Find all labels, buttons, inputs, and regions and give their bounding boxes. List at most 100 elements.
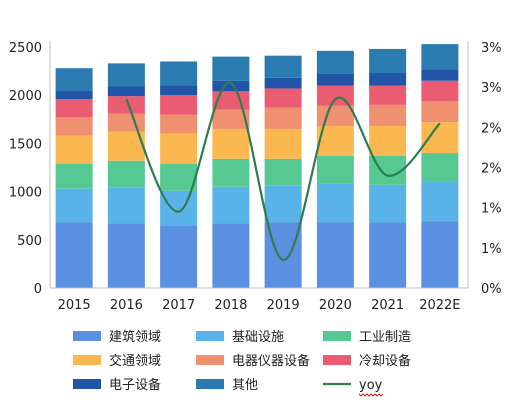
bar-segment — [421, 153, 459, 182]
legend-label: 电子设备 — [109, 377, 161, 393]
y-right-tick-label: 2% — [481, 162, 502, 177]
bar-segment — [55, 117, 93, 136]
bar-segment — [212, 158, 250, 187]
yoy-line-layer — [125, 82, 441, 261]
y-left-tick-label: 2500 — [9, 41, 42, 56]
bar-segment — [264, 55, 302, 78]
bar-segment — [212, 56, 250, 81]
legend-item: 建筑领域 — [73, 329, 161, 345]
bar-segment — [160, 133, 198, 164]
legend-swatch — [196, 355, 224, 365]
bar-segment — [212, 91, 250, 110]
bar-segment — [264, 158, 302, 186]
legend-swatch — [323, 355, 351, 365]
x-tick-label: 2016 — [110, 298, 143, 313]
bar-segment — [160, 61, 198, 86]
bar-segment — [369, 104, 407, 127]
y-right-tick-label: 0% — [481, 282, 502, 297]
bar-segment — [212, 223, 250, 288]
y-axis-right: 0% 1% 1% 2% 2% 3% 3% — [467, 41, 502, 297]
x-tick-label: 2022E — [419, 298, 460, 313]
legend-swatch — [73, 331, 101, 341]
legend-swatch — [196, 331, 224, 341]
bar-segment — [107, 223, 145, 288]
x-tick-label: 2021 — [371, 298, 404, 313]
bar-segment — [369, 184, 407, 223]
legend-label: 工业制造 — [359, 330, 411, 345]
bar-segment — [55, 188, 93, 223]
legend-swatch — [323, 331, 351, 341]
y-left-tick-label: 500 — [17, 234, 42, 249]
y-right-tick-label: 3% — [481, 81, 502, 96]
bar-segment — [160, 190, 198, 226]
bar-segment — [421, 80, 459, 101]
yoy-line — [125, 82, 441, 261]
legend-label: 建筑领域 — [109, 329, 161, 345]
legend-label: 其他 — [232, 378, 258, 393]
legend-item: 交通领域 — [73, 353, 161, 369]
bar-segment — [55, 68, 93, 91]
x-tick-label: 2018 — [214, 298, 247, 313]
bar-segment — [160, 85, 198, 96]
bar-segment — [369, 85, 407, 105]
x-axis: 2015 2016 2017 2018 2019 2020 2021 2022E — [50, 287, 468, 313]
bar-segment — [316, 183, 354, 223]
bar-segment — [160, 114, 198, 134]
legend-item: 工业制造 — [323, 330, 411, 345]
bar-segment — [212, 109, 250, 129]
bar-segment — [421, 221, 459, 288]
legend-swatch — [196, 379, 224, 389]
legend-item: 电器仪器设备 — [196, 353, 310, 369]
legend-item: 其他 — [196, 378, 258, 393]
bar-segment — [316, 50, 354, 74]
y-left-tick-label: 1500 — [9, 137, 42, 152]
bar-segment — [369, 73, 407, 86]
bar-segment — [212, 80, 250, 92]
legend-label: 基础设施 — [232, 330, 284, 345]
legend-swatch — [73, 379, 101, 389]
y-axis-left: 0 500 1000 1500 2000 2500 — [9, 41, 51, 297]
y-left-tick-label: 1000 — [9, 186, 42, 201]
bar-segment — [421, 181, 459, 222]
y-right-tick-label: 1% — [481, 242, 502, 257]
bar-segment — [421, 69, 459, 81]
x-tick-label: 2017 — [162, 298, 195, 313]
bar-segment — [421, 122, 459, 154]
bar-segment — [316, 105, 354, 127]
y-right-tick-label: 1% — [481, 202, 502, 217]
y-right-tick-label: 2% — [481, 121, 502, 136]
bars — [55, 44, 459, 288]
bar-segment — [55, 99, 93, 118]
y-left-tick-label: 0 — [34, 282, 42, 297]
bar-segment — [212, 128, 250, 159]
bar-segment — [55, 222, 93, 288]
legend-item: 冷却设备 — [323, 353, 411, 369]
bar-segment — [212, 186, 250, 224]
legend-item: yoy — [323, 378, 384, 397]
bar-segment — [264, 107, 302, 129]
spellcheck-squiggle — [358, 393, 384, 397]
bar-segment — [369, 222, 407, 288]
bar-segment — [160, 225, 198, 288]
bar-segment — [369, 126, 407, 156]
bar-segment — [316, 222, 354, 288]
x-tick-label: 2015 — [58, 298, 91, 313]
bar-segment — [316, 73, 354, 86]
bar-segment — [264, 128, 302, 159]
bar-segment — [160, 163, 198, 191]
y-right-tick-label: 3% — [481, 41, 502, 56]
bar-segment — [55, 90, 93, 100]
y-left-tick-label: 2000 — [9, 89, 42, 104]
legend-swatch — [73, 355, 101, 365]
bar-segment — [107, 96, 145, 114]
bar-segment — [160, 95, 198, 115]
legend-item: 电子设备 — [73, 377, 161, 393]
bar-segment — [107, 63, 145, 87]
legend-label: 电器仪器设备 — [232, 353, 310, 369]
x-tick-label: 2019 — [267, 298, 300, 313]
bar-segment — [107, 160, 145, 188]
legend-label: 交通领域 — [109, 353, 161, 369]
legend-label: 冷却设备 — [359, 353, 411, 369]
